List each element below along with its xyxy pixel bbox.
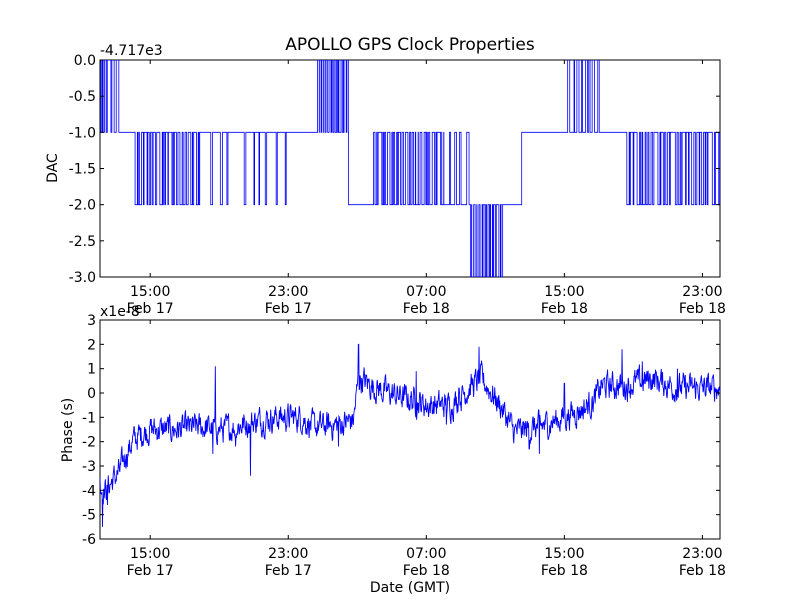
dac-ytick-label: -1.5 [69, 162, 96, 178]
phase-ytick-label: -6 [82, 532, 96, 548]
dac-xtick-date: Feb 17 [265, 301, 312, 317]
dac-ytick-label: -2.5 [69, 234, 96, 250]
dac-xtick-time: 07:00 [406, 284, 446, 300]
phase-xtick-date: Feb 18 [679, 563, 726, 579]
phase-series-line [100, 343, 720, 527]
phase-xtick-time: 15:00 [130, 546, 170, 562]
phase-xtick-time: 07:00 [406, 546, 446, 562]
phase-ytick-label: 1 [87, 362, 96, 378]
dac-xtick-time: 15:00 [130, 284, 170, 300]
phase-xtick-date: Feb 18 [403, 563, 450, 579]
dac-xtick-date: Feb 18 [679, 301, 726, 317]
phase-series [100, 343, 720, 527]
dac-ytick-label: -1.0 [69, 125, 96, 141]
dac-ylabel: DAC [45, 153, 61, 183]
dac-xtick-time: 23:00 [682, 284, 722, 300]
dac-xtick-date: Feb 18 [541, 301, 588, 317]
phase-xtick-time: 23:00 [268, 546, 308, 562]
phase-ytick-label: -1 [82, 410, 96, 426]
dac-xtick-date: Feb 18 [403, 301, 450, 317]
phase-ytick-label: 3 [87, 313, 96, 329]
dac-series-line [100, 60, 720, 277]
phase-xlabel: Date (GMT) [370, 580, 450, 596]
dac-plot-area [99, 59, 721, 278]
phase-plot-area [99, 319, 721, 540]
phase-ytick-label: -5 [82, 508, 96, 524]
dac-series [100, 60, 720, 277]
phase-ylabel: Phase (s) [60, 398, 76, 462]
phase-xtick-time: 23:00 [682, 546, 722, 562]
dac-offset-label: -4.717e3 [100, 43, 163, 59]
dac-ytick-label: 0.0 [74, 53, 96, 69]
phase-ytick-label: 2 [87, 337, 96, 353]
phase-offset-label: x1e-8 [100, 304, 140, 320]
phase-ytick-label: -3 [82, 459, 96, 475]
phase-xtick-date: Feb 17 [265, 563, 312, 579]
phase-ytick-label: 0 [87, 386, 96, 402]
dac-xtick-date: Feb 17 [127, 301, 174, 317]
dac-ytick-label: -0.5 [69, 89, 96, 105]
dac-xtick-time: 15:00 [544, 284, 584, 300]
dac-ytick-label: -2.0 [69, 198, 96, 214]
phase-xtick-time: 15:00 [544, 546, 584, 562]
phase-ytick-label: -2 [82, 435, 96, 451]
dac-ytick-label: -3.0 [69, 270, 96, 286]
dac-xtick-time: 23:00 [268, 284, 308, 300]
chart-title: APOLLO GPS Clock Properties [285, 35, 535, 55]
phase-xtick-date: Feb 18 [541, 563, 588, 579]
phase-ytick-label: -4 [82, 483, 96, 499]
phase-xtick-date: Feb 17 [127, 563, 174, 579]
